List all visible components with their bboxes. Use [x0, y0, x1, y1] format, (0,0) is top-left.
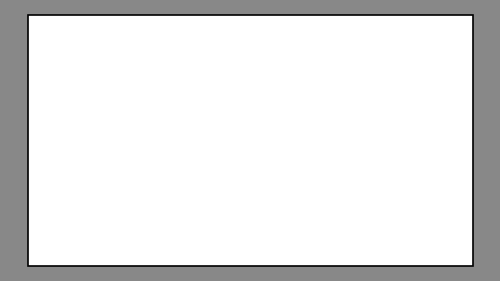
Text: 3: 3: [277, 73, 282, 82]
Circle shape: [363, 53, 370, 57]
Text: 15: 15: [344, 73, 354, 82]
Text: AlphaFold model: AlphaFold model: [70, 40, 174, 51]
Circle shape: [294, 45, 300, 49]
Circle shape: [328, 45, 336, 49]
Circle shape: [211, 50, 222, 56]
Text: HMM
states
prediction: HMM states prediction: [320, 134, 376, 167]
Circle shape: [276, 49, 283, 53]
Polygon shape: [306, 44, 322, 64]
Circle shape: [346, 56, 352, 59]
Text: 0.05: 0.05: [294, 173, 304, 176]
Circle shape: [261, 167, 270, 172]
Circle shape: [259, 45, 266, 49]
Polygon shape: [46, 65, 232, 238]
Circle shape: [328, 57, 336, 61]
Text: HMM4-3_RY785: HMM4-3_RY785: [73, 242, 169, 252]
Polygon shape: [356, 40, 376, 67]
Polygon shape: [272, 46, 288, 63]
Polygon shape: [321, 42, 344, 65]
Polygon shape: [268, 44, 292, 67]
Circle shape: [311, 57, 318, 61]
Circle shape: [311, 53, 318, 57]
Circle shape: [363, 45, 370, 49]
Polygon shape: [205, 38, 241, 72]
Text: 1: 1: [260, 73, 265, 82]
Polygon shape: [198, 32, 250, 80]
Circle shape: [328, 53, 336, 57]
Text: Binding
pocket
detection: Binding pocket detection: [162, 124, 214, 157]
Polygon shape: [324, 45, 340, 62]
Text: 0.07: 0.07: [320, 166, 330, 170]
Circle shape: [220, 35, 232, 41]
Circle shape: [346, 53, 353, 57]
Circle shape: [287, 145, 306, 156]
Polygon shape: [290, 46, 305, 65]
Circle shape: [345, 180, 364, 191]
Polygon shape: [52, 76, 209, 231]
Text: GaMD simulation: GaMD simulation: [268, 82, 362, 92]
Circle shape: [277, 56, 282, 59]
Text: 9: 9: [312, 73, 317, 82]
Circle shape: [260, 56, 265, 59]
Text: 12: 12: [326, 73, 337, 82]
Polygon shape: [285, 42, 308, 68]
Circle shape: [276, 53, 283, 57]
Polygon shape: [340, 40, 361, 66]
Circle shape: [363, 57, 370, 61]
Text: 0.88: 0.88: [277, 156, 287, 160]
Circle shape: [364, 56, 370, 59]
Text: ns: ns: [240, 73, 250, 82]
Circle shape: [213, 43, 224, 49]
Text: 0.09: 0.09: [324, 189, 334, 193]
Polygon shape: [252, 42, 273, 66]
Polygon shape: [342, 46, 357, 63]
Circle shape: [139, 148, 166, 163]
Circle shape: [259, 57, 266, 61]
Circle shape: [346, 45, 353, 49]
Circle shape: [311, 45, 318, 49]
Polygon shape: [26, 59, 241, 239]
Circle shape: [259, 53, 266, 57]
Polygon shape: [304, 43, 324, 67]
Circle shape: [226, 48, 234, 52]
Circle shape: [294, 57, 300, 61]
Circle shape: [276, 57, 283, 61]
Circle shape: [276, 45, 283, 49]
Circle shape: [217, 46, 225, 50]
Circle shape: [288, 193, 314, 208]
Circle shape: [312, 56, 317, 59]
Circle shape: [211, 36, 222, 42]
Circle shape: [346, 57, 353, 61]
Circle shape: [220, 50, 232, 56]
Circle shape: [328, 49, 336, 53]
Circle shape: [226, 36, 238, 42]
Circle shape: [294, 49, 300, 53]
Text: 18: 18: [362, 73, 372, 82]
Text: 0.12: 0.12: [336, 151, 346, 155]
Circle shape: [346, 49, 353, 53]
Polygon shape: [358, 45, 374, 64]
Circle shape: [329, 56, 334, 59]
Circle shape: [222, 43, 234, 49]
Text: 0.03: 0.03: [366, 169, 375, 173]
Text: 0.04: 0.04: [276, 179, 286, 183]
Polygon shape: [17, 49, 252, 253]
Polygon shape: [193, 23, 257, 87]
Circle shape: [362, 146, 405, 170]
Circle shape: [363, 49, 370, 53]
Text: 6: 6: [294, 73, 300, 82]
Circle shape: [311, 49, 318, 53]
Circle shape: [294, 53, 300, 57]
Circle shape: [118, 142, 150, 159]
Circle shape: [294, 56, 300, 59]
Polygon shape: [254, 43, 271, 62]
Circle shape: [126, 135, 161, 155]
Circle shape: [259, 49, 266, 53]
